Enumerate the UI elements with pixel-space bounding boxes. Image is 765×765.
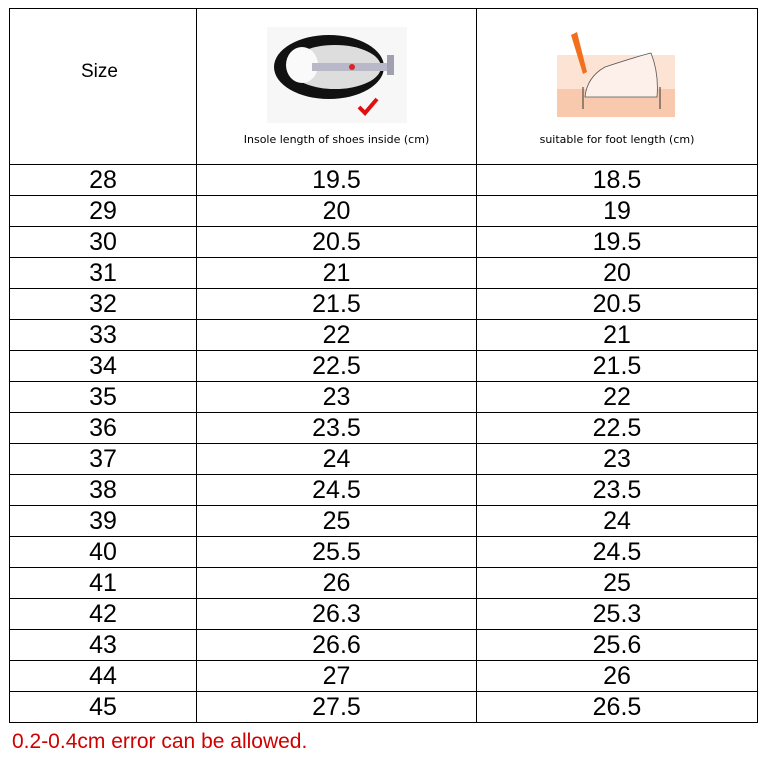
table-row: 41 26 25: [9, 567, 758, 599]
foot-length-cell: 25: [476, 567, 758, 599]
size-cell: 34: [9, 350, 197, 382]
insole-length-cell: 26: [196, 567, 477, 599]
error-tolerance-note: 0.2-0.4cm error can be allowed.: [12, 730, 308, 753]
table-row: 43 26.6 25.6: [9, 629, 758, 661]
foot-length-cell: 23.5: [476, 474, 758, 506]
foot-length-cell: 25.6: [476, 629, 758, 661]
table-row: 42 26.3 25.3: [9, 598, 758, 630]
size-cell: 43: [9, 629, 197, 661]
insole-length-cell: 26.6: [196, 629, 477, 661]
foot-length-cell: 22.5: [476, 412, 758, 444]
foot-length-cell: 24.5: [476, 536, 758, 568]
insole-length-cell: 24: [196, 443, 477, 475]
table-row: 30 20.5 19.5: [9, 226, 758, 258]
size-cell: 29: [9, 195, 197, 227]
foot-caption: suitable for foot length (cm): [539, 132, 695, 146]
table-row: 33 22 21: [9, 319, 758, 351]
table-row: 29 20 19: [9, 195, 758, 227]
foot-length-cell: 18.5: [476, 164, 758, 196]
table-row: 37 24 23: [9, 443, 758, 475]
table-row: 28 19.5 18.5: [9, 164, 758, 196]
size-cell: 36: [9, 412, 197, 444]
size-cell: 31: [9, 257, 197, 289]
foot-length-cell: 23: [476, 443, 758, 475]
table-row: 36 23.5 22.5: [9, 412, 758, 444]
table-row: 32 21.5 20.5: [9, 288, 758, 320]
size-cell: 35: [9, 381, 197, 413]
foot-length-cell: 21: [476, 319, 758, 351]
size-header: Size: [9, 8, 197, 165]
insole-length-cell: 27.5: [196, 691, 477, 723]
foot-measure-icon: [557, 31, 675, 117]
table-row: 44 27 26: [9, 660, 758, 692]
size-cell: 40: [9, 536, 197, 568]
insole-length-cell: 25.5: [196, 536, 477, 568]
size-cell: 39: [9, 505, 197, 537]
table-row: 38 24.5 23.5: [9, 474, 758, 506]
size-cell: 45: [9, 691, 197, 723]
table-row: 45 27.5 26.5: [9, 691, 758, 723]
insole-length-cell: 23: [196, 381, 477, 413]
size-cell: 38: [9, 474, 197, 506]
table-row: 40 25.5 24.5: [9, 536, 758, 568]
foot-length-cell: 19: [476, 195, 758, 227]
size-cell: 32: [9, 288, 197, 320]
foot-length-cell: 26: [476, 660, 758, 692]
insole-length-cell: 27: [196, 660, 477, 692]
insole-length-cell: 22.5: [196, 350, 477, 382]
size-cell: 37: [9, 443, 197, 475]
table-row: 35 23 22: [9, 381, 758, 413]
size-cell: 28: [9, 164, 197, 196]
table-row: 31 21 20: [9, 257, 758, 289]
foot-length-cell: 22: [476, 381, 758, 413]
insole-length-cell: 24.5: [196, 474, 477, 506]
foot-length-cell: 20.5: [476, 288, 758, 320]
foot-length-cell: 26.5: [476, 691, 758, 723]
insole-length-cell: 21.5: [196, 288, 477, 320]
size-cell: 42: [9, 598, 197, 630]
insole-header: Insole length of shoes inside (cm): [196, 8, 477, 165]
table-row: 34 22.5 21.5: [9, 350, 758, 382]
foot-length-cell: 19.5: [476, 226, 758, 258]
foot-length-cell: 20: [476, 257, 758, 289]
foot-header: suitable for foot length (cm): [476, 8, 758, 165]
size-cell: 30: [9, 226, 197, 258]
insole-length-cell: 26.3: [196, 598, 477, 630]
insole-length-cell: 20: [196, 195, 477, 227]
insole-length-cell: 22: [196, 319, 477, 351]
insole-length-cell: 25: [196, 505, 477, 537]
size-cell: 41: [9, 567, 197, 599]
size-cell: 44: [9, 660, 197, 692]
insole-length-cell: 19.5: [196, 164, 477, 196]
insole-caption: Insole length of shoes inside (cm): [243, 132, 430, 146]
foot-length-cell: 24: [476, 505, 758, 537]
insole-length-cell: 23.5: [196, 412, 477, 444]
header-row: Size Insole length of shoes inside (cm): [9, 8, 758, 165]
table-row: 39 25 24: [9, 505, 758, 537]
size-cell: 33: [9, 319, 197, 351]
insole-length-cell: 20.5: [196, 226, 477, 258]
shoe-insole-measure-icon: [266, 26, 407, 123]
size-chart-table: Size Insole length of shoes inside (cm): [9, 8, 758, 723]
foot-length-cell: 21.5: [476, 350, 758, 382]
foot-length-cell: 25.3: [476, 598, 758, 630]
insole-length-cell: 21: [196, 257, 477, 289]
